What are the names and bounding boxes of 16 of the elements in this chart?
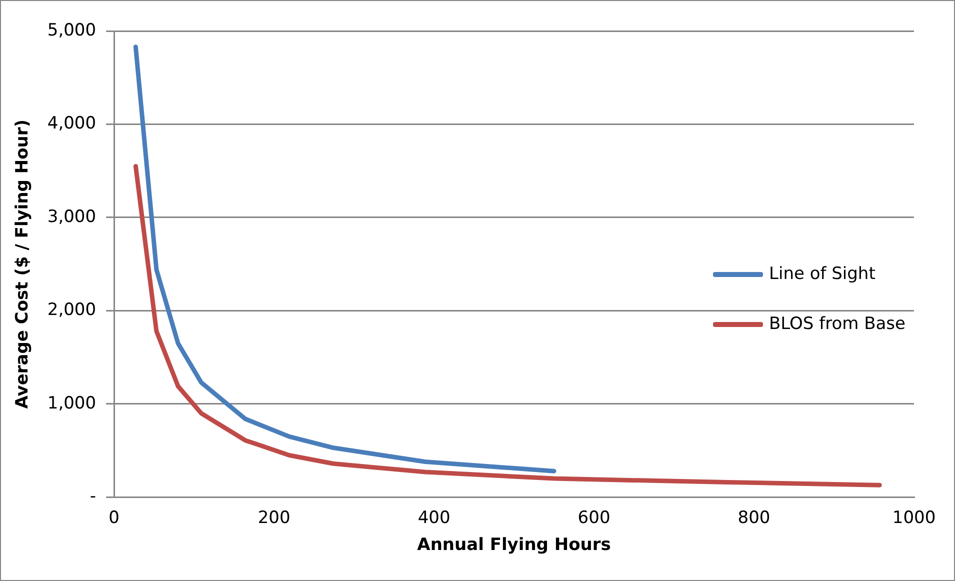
x-axis-title: Annual Flying Hours [417, 535, 611, 556]
y-tick-label: 1,000 [47, 393, 96, 414]
x-tick-label: 1000 [892, 508, 936, 528]
y-tick-label: - [90, 486, 96, 507]
legend-label: Line of Sight [769, 264, 876, 284]
y-tick-label: 5,000 [47, 20, 96, 40]
legend-label: BLOS from Base [769, 314, 906, 334]
y-tick-label: 4,000 [47, 114, 96, 134]
x-tick-label: 400 [418, 508, 450, 528]
y-tick-label: 2,000 [47, 300, 96, 320]
x-tick-label: 0 [108, 508, 120, 528]
y-tick-label: 3,000 [47, 206, 96, 227]
y-axis-title: Average Cost ($ / Flying Hour) [12, 119, 33, 409]
x-tick-label: 200 [258, 508, 290, 528]
x-tick-label: 800 [738, 508, 770, 528]
x-tick-label: 600 [578, 508, 610, 528]
